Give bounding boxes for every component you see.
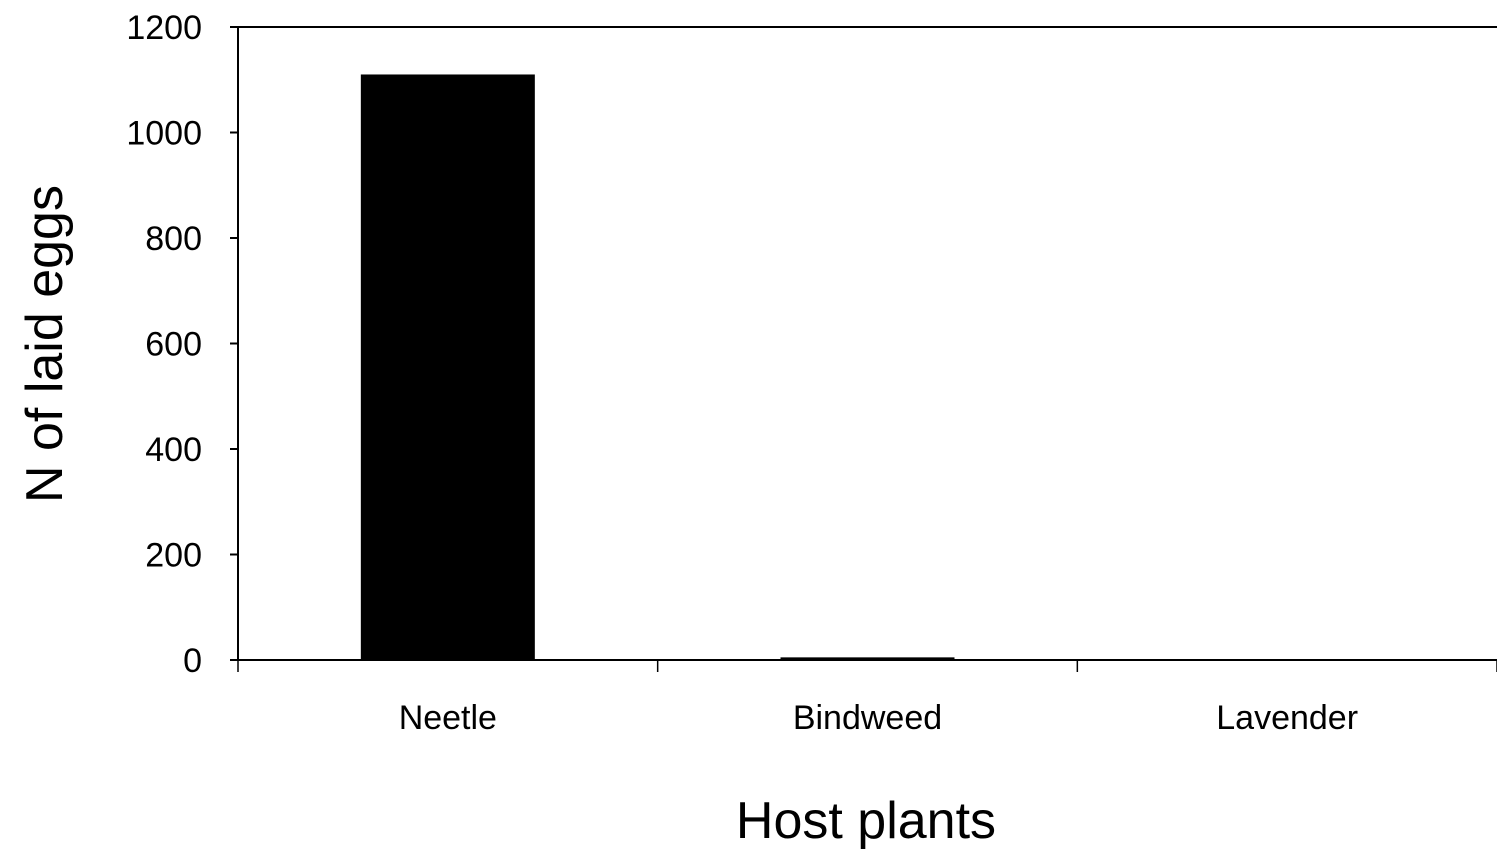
bar — [780, 657, 955, 660]
y-axis-title: N of laid eggs — [16, 185, 74, 503]
y-tick-label: 600 — [145, 326, 202, 364]
y-tick-label: 1000 — [126, 115, 202, 153]
x-tick-label: Lavender — [1216, 699, 1358, 737]
y-tick-label: 0 — [183, 642, 202, 680]
x-tick-label: Bindweed — [793, 699, 942, 737]
x-tick-label: Neetle — [399, 699, 497, 737]
y-tick-label: 200 — [145, 537, 202, 575]
y-tick-label: 400 — [145, 431, 202, 469]
x-axis-ticks: Neetle Bindweed Lavender — [237, 660, 1497, 737]
bars — [360, 74, 955, 661]
x-axis-title: Host plants — [736, 792, 996, 850]
y-tick-label: 1200 — [126, 9, 202, 47]
bar — [360, 74, 535, 661]
y-tick-label: 800 — [145, 220, 202, 258]
y-axis-ticks: 0 200 400 600 800 1000 1200 — [126, 9, 238, 680]
